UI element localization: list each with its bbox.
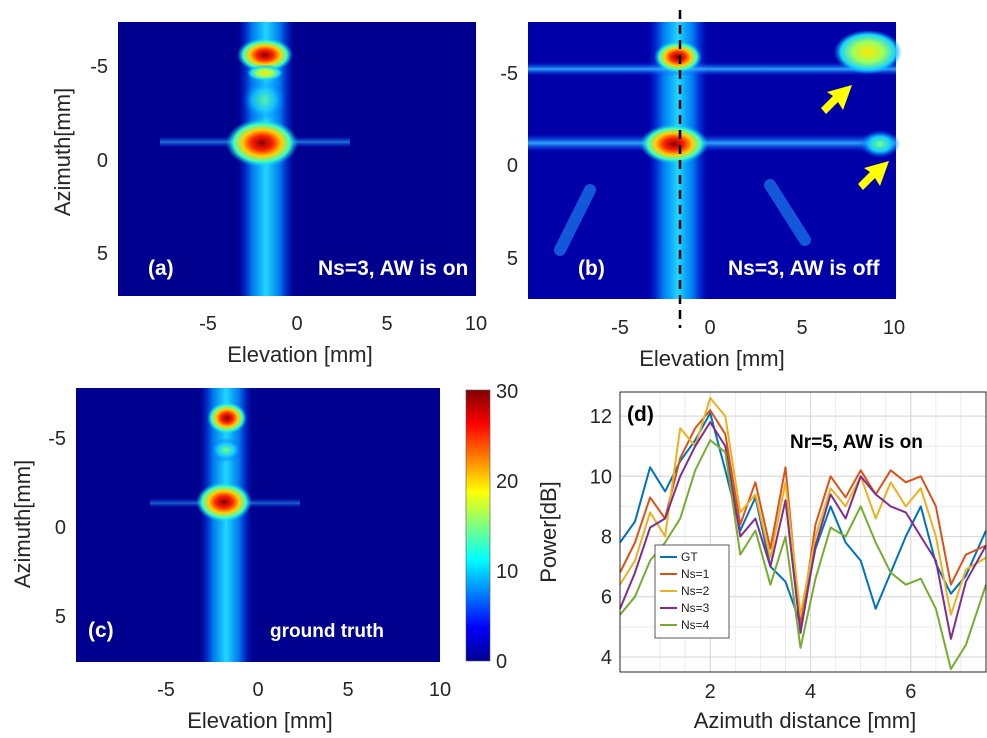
panel-b-diagonal-streak-right — [764, 179, 811, 246]
panel-c-xlabel: Elevation [mm] — [187, 708, 333, 733]
panel-c-label: (c) — [88, 619, 114, 642]
panel-b-ytick-1: 0 — [507, 155, 518, 177]
panel-a-hotspot-secondary — [247, 65, 283, 81]
panel-a-glow — [242, 80, 286, 120]
panel-b: (b) Ns=3, AW is off -5 0 5 -5 0 5 10 Ele… — [500, 10, 905, 371]
panel-b-xlabel: Elevation [mm] — [639, 346, 785, 371]
panel-a-xtick-3: 10 — [465, 313, 487, 335]
panel-b-label: (b) — [578, 257, 605, 280]
panel-c-xtick-2: 5 — [342, 679, 353, 701]
panel-d-xlabel: Azimuth distance [mm] — [694, 708, 917, 733]
panel-d-ytick-1: 6 — [601, 587, 612, 609]
panel-a-ytick-2: 5 — [97, 243, 108, 265]
legend-box — [654, 544, 730, 639]
panel-a-annotation: Ns=3, AW is on — [318, 257, 468, 280]
panel-a: (a) Ns=3, AW is on -5 0 5 -5 0 5 10 Elev… — [50, 22, 487, 367]
legend-label: GT — [681, 550, 698, 564]
panel-b-arrow-upper — [821, 85, 852, 114]
panel-a-label: (a) — [148, 257, 174, 280]
legend-label: Ns=2 — [681, 584, 710, 598]
colorbar-tick-3: 30 — [496, 381, 518, 403]
legend-label: Ns=4 — [681, 618, 710, 632]
series-line-ns-4 — [619, 439, 987, 670]
panel-d-ytick-2: 8 — [601, 527, 612, 549]
panel-c-ytick-1: 0 — [55, 517, 66, 539]
panel-c-xtick-0: -5 — [157, 679, 175, 701]
panel-d-ticks: 2 4 6 4 6 8 10 12 — [590, 406, 917, 703]
panel-d-ytick-4: 12 — [590, 406, 612, 428]
panel-a-xlabel: Elevation [mm] — [227, 342, 373, 367]
panel-c-annotation: ground truth — [270, 621, 384, 642]
panel-c-ytick-0: -5 — [48, 428, 66, 450]
panel-c-secondary — [210, 438, 242, 462]
legend-label: Ns=1 — [681, 567, 710, 581]
panel-b-artifact-lower — [860, 130, 900, 158]
panel-c-hotspot-lower — [196, 482, 252, 522]
panel-a-xtick-0: -5 — [199, 313, 217, 335]
colorbar-tick-2: 20 — [496, 471, 518, 493]
panel-b-annotation: Ns=3, AW is off — [728, 257, 881, 280]
panel-b-horizontal-band-lower — [528, 134, 896, 152]
panel-d-series — [619, 397, 987, 670]
colorbar-tick-0: 0 — [496, 651, 507, 673]
panel-a-plot-area — [118, 22, 476, 296]
panel-d-xtick-2: 6 — [905, 681, 916, 703]
panel-b-artifact-upper — [834, 30, 902, 74]
panel-b-horizontal-band-upper — [528, 62, 896, 76]
panel-b-diagonal-streak-left — [554, 184, 596, 256]
panel-d-annotation: Nr=5, AW is on — [790, 432, 923, 453]
panel-d-frame — [619, 391, 987, 673]
panel-b-arrow-lower — [858, 161, 889, 190]
panel-c-hotspot-upper — [207, 402, 247, 434]
panel-c-plot-area — [76, 388, 440, 662]
panel-b-xtick-1: 0 — [704, 317, 715, 339]
panel-d-xtick-1: 4 — [805, 681, 816, 703]
colorbar-tick-1: 10 — [496, 561, 518, 583]
series-line-ns-2 — [619, 397, 987, 616]
panel-b-xtick-2: 5 — [796, 317, 807, 339]
panel-b-hotspot-lower — [640, 124, 708, 164]
series-line-ns-3 — [619, 421, 987, 640]
panel-c-ytick-2: 5 — [55, 606, 66, 628]
colorbar — [465, 389, 491, 662]
panel-d-label: (d) — [627, 403, 654, 426]
panel-a-ytick-1: 0 — [97, 150, 108, 172]
panel-d-legend: GT Ns=1 Ns=2 Ns=3 Ns=4 — [654, 544, 730, 639]
panel-c-ylabel: Azimuth[mm] — [10, 460, 35, 588]
panel-d: (d) Nr=5, AW is on 2 4 6 4 6 8 10 12 Azimuth di… — [536, 391, 987, 733]
panel-b-xtick-3: 10 — [883, 317, 905, 339]
panel-b-ytick-2: 5 — [507, 248, 518, 270]
panel-a-xtick-2: 5 — [381, 313, 392, 335]
panel-b-hotspot-upper — [654, 41, 702, 73]
panel-a-hotspot-lower — [226, 119, 298, 167]
panel-a-xtick-1: 0 — [291, 313, 302, 335]
panel-a-hotspot-upper — [237, 38, 293, 72]
panel-c-xtick-3: 10 — [429, 679, 451, 701]
panel-b-xtick-0: -5 — [611, 317, 629, 339]
panel-a-ylabel: Azimuth[mm] — [50, 88, 75, 216]
panel-d-ylabel: Power[dB] — [536, 481, 561, 583]
panel-a-ytick-0: -5 — [90, 56, 108, 78]
legend-label: Ns=3 — [681, 601, 710, 615]
panel-d-xtick-0: 2 — [705, 681, 716, 703]
panel-c-xtick-1: 0 — [252, 679, 263, 701]
panel-d-ytick-3: 10 — [590, 466, 612, 488]
panel-d-ytick-0: 4 — [601, 647, 612, 669]
panel-b-ytick-0: -5 — [500, 63, 518, 85]
panel-c: (c) ground truth -5 0 5 -5 0 5 10 Elevat… — [10, 381, 518, 733]
